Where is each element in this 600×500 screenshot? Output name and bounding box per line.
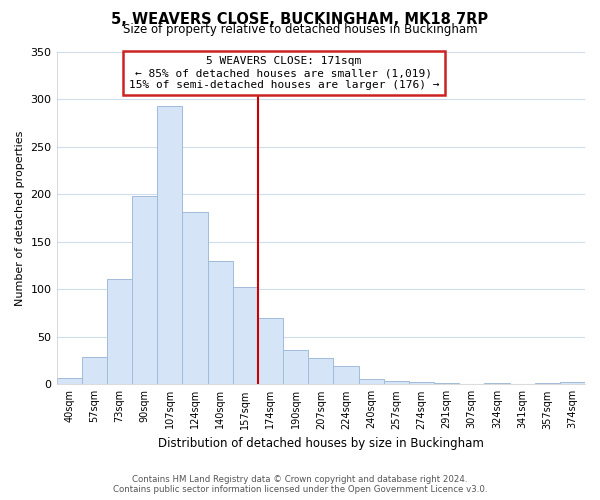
Bar <box>308 358 334 384</box>
Bar <box>359 378 383 384</box>
Text: 5, WEAVERS CLOSE, BUCKINGHAM, MK18 7RP: 5, WEAVERS CLOSE, BUCKINGHAM, MK18 7RP <box>112 12 488 28</box>
Bar <box>409 382 434 384</box>
Bar <box>233 288 258 384</box>
Bar <box>132 196 157 384</box>
Bar <box>383 382 409 384</box>
Y-axis label: Number of detached properties: Number of detached properties <box>15 130 25 306</box>
Bar <box>334 366 359 384</box>
Text: 5 WEAVERS CLOSE: 171sqm
← 85% of detached houses are smaller (1,019)
15% of semi: 5 WEAVERS CLOSE: 171sqm ← 85% of detache… <box>128 56 439 90</box>
Bar <box>107 279 132 384</box>
Bar <box>283 350 308 384</box>
Bar <box>560 382 585 384</box>
Bar <box>157 106 182 384</box>
Bar <box>258 318 283 384</box>
Bar <box>208 260 233 384</box>
Bar <box>56 378 82 384</box>
X-axis label: Distribution of detached houses by size in Buckingham: Distribution of detached houses by size … <box>158 437 484 450</box>
Text: Contains HM Land Registry data © Crown copyright and database right 2024.
Contai: Contains HM Land Registry data © Crown c… <box>113 474 487 494</box>
Bar <box>82 356 107 384</box>
Bar <box>182 212 208 384</box>
Text: Size of property relative to detached houses in Buckingham: Size of property relative to detached ho… <box>122 22 478 36</box>
